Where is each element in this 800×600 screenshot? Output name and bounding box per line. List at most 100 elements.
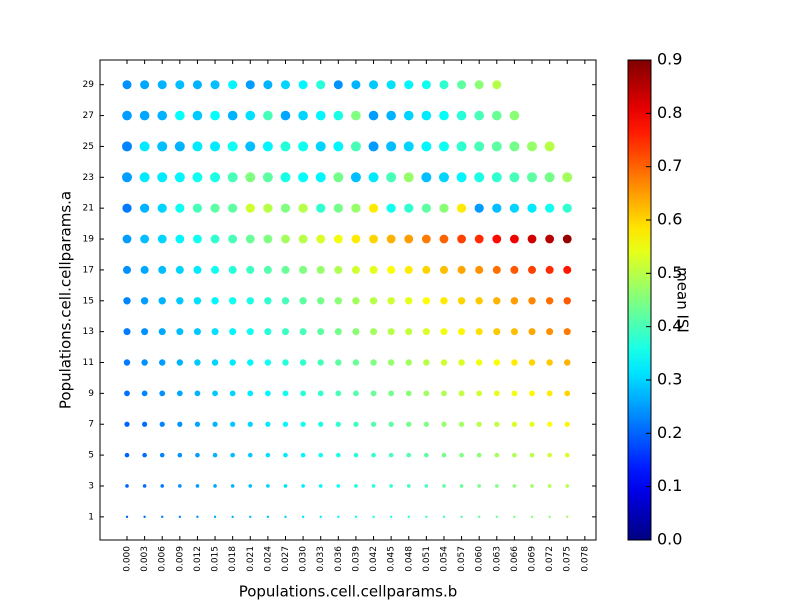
data-point — [157, 110, 168, 121]
data-point — [456, 172, 467, 183]
data-point — [245, 172, 256, 183]
y-tick-label: 23 — [83, 173, 94, 183]
data-point — [565, 484, 570, 488]
data-point — [368, 141, 379, 152]
data-point — [316, 265, 325, 274]
y-tick-label: 17 — [83, 265, 94, 275]
data-point — [354, 515, 358, 519]
data-point — [368, 203, 379, 213]
data-point — [333, 110, 344, 121]
x-tick-label: 0.024 — [263, 546, 273, 572]
data-point — [510, 265, 519, 274]
data-point — [548, 515, 551, 519]
data-point — [371, 484, 376, 488]
data-point — [333, 80, 343, 90]
data-point — [423, 390, 430, 397]
data-point — [492, 203, 502, 213]
data-point — [492, 265, 501, 274]
data-point — [175, 203, 185, 213]
data-point — [212, 452, 218, 458]
data-point — [422, 265, 431, 274]
data-point — [298, 203, 308, 213]
data-point — [386, 141, 397, 152]
data-point — [301, 484, 305, 488]
data-point — [178, 484, 182, 488]
data-point — [140, 203, 150, 213]
data-point — [495, 515, 498, 519]
data-point — [298, 141, 309, 152]
data-point — [425, 515, 428, 519]
data-point — [512, 484, 517, 488]
data-point — [510, 328, 518, 336]
data-point — [546, 359, 553, 366]
data-point — [122, 172, 133, 183]
data-point — [211, 265, 220, 274]
data-point — [230, 452, 235, 458]
data-point — [176, 328, 184, 336]
x-tick-label: 0.000 — [123, 546, 133, 572]
data-point — [476, 390, 483, 397]
data-point — [174, 141, 185, 152]
data-point — [263, 110, 273, 121]
x-tick-label: 0.015 — [211, 546, 221, 572]
data-point — [192, 80, 202, 90]
x-tick-label: 0.039 — [351, 546, 361, 572]
data-point — [491, 141, 502, 152]
data-point — [405, 328, 413, 336]
data-point — [280, 80, 290, 90]
data-point — [125, 515, 129, 519]
data-point — [493, 328, 501, 336]
data-point — [528, 359, 536, 366]
y-tick-label: 7 — [88, 420, 94, 430]
data-point — [229, 328, 237, 336]
data-point — [442, 484, 446, 488]
data-point — [441, 421, 447, 427]
data-point — [140, 234, 150, 244]
data-point — [212, 390, 218, 397]
data-point — [422, 297, 431, 305]
data-point — [247, 390, 254, 397]
data-point — [122, 80, 132, 90]
data-point — [318, 452, 324, 458]
data-point — [333, 172, 344, 183]
y-tick-label: 19 — [83, 235, 95, 245]
data-point — [475, 265, 484, 274]
data-point — [389, 484, 393, 488]
colorbar-tick-label: 0.4 — [657, 316, 682, 335]
data-point — [421, 80, 431, 90]
data-point — [475, 359, 483, 366]
data-point — [351, 203, 361, 213]
data-point — [281, 297, 290, 305]
data-point — [195, 452, 200, 458]
data-point — [143, 515, 146, 519]
data-point — [387, 328, 395, 336]
data-point — [527, 203, 537, 213]
data-point — [387, 297, 395, 305]
colorbar-tick-label: 0.9 — [657, 50, 682, 69]
data-point — [124, 421, 130, 427]
data-point — [139, 110, 150, 121]
data-point — [386, 110, 396, 121]
data-point — [300, 421, 306, 427]
data-point — [351, 265, 360, 274]
data-point — [316, 203, 326, 213]
x-tick-label: 0.063 — [492, 546, 502, 572]
data-point — [441, 390, 447, 397]
data-point — [564, 359, 571, 366]
data-point — [439, 80, 449, 90]
data-point — [476, 421, 482, 427]
colorbar-tick-label: 0.7 — [657, 156, 682, 175]
data-point — [315, 172, 326, 183]
data-point — [263, 203, 273, 213]
data-point — [262, 172, 273, 183]
x-tick-label: 0.051 — [422, 546, 432, 572]
y-tick-label: 25 — [83, 142, 94, 152]
y-tick-label: 11 — [83, 358, 94, 368]
data-point — [474, 203, 484, 213]
data-point — [475, 328, 483, 336]
data-point — [124, 390, 130, 397]
y-axis-label: Populations.cell.cellparams.a — [57, 191, 75, 409]
data-point — [122, 203, 132, 213]
data-point — [193, 328, 201, 336]
